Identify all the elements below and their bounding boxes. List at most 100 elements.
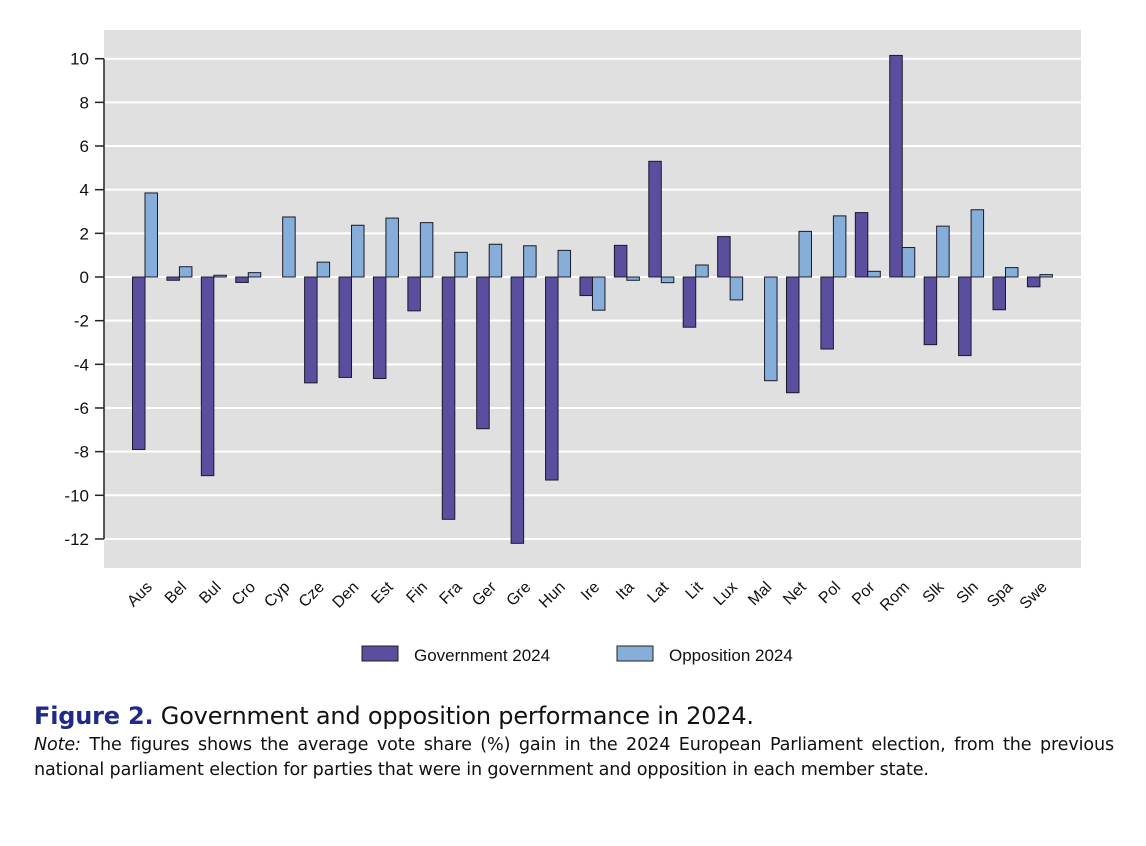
y-tick-label: -8 bbox=[74, 443, 89, 462]
y-tick-label: 0 bbox=[80, 268, 89, 287]
y-tick-label: -6 bbox=[74, 399, 89, 418]
bar-opposition-cyp bbox=[282, 216, 296, 278]
x-tick-label-bel: Bel bbox=[162, 579, 190, 607]
bar-opposition-cze bbox=[316, 261, 331, 278]
x-tick-label-cyp: Cyp bbox=[261, 579, 293, 611]
y-tick-label: 4 bbox=[80, 181, 89, 200]
x-tick-label-pol: Pol bbox=[816, 579, 844, 607]
y-tick-label: -4 bbox=[74, 355, 89, 374]
x-tick-label-swe: Swe bbox=[1017, 579, 1051, 613]
bar-opposition-hun bbox=[557, 249, 572, 278]
bar-opposition-den bbox=[351, 224, 365, 278]
bar-opposition-est bbox=[385, 217, 399, 278]
figure-title: Government and opposition performance in… bbox=[153, 702, 754, 730]
bar-government-ita bbox=[613, 244, 628, 278]
x-tick-label-est: Est bbox=[368, 578, 397, 607]
y-tick-label: -10 bbox=[64, 486, 89, 505]
x-tick-label-hun: Hun bbox=[536, 579, 569, 612]
y-tick-label: -12 bbox=[64, 530, 89, 549]
bar-government-rom bbox=[889, 54, 903, 278]
figure-note: Note: The figures shows the average vote… bbox=[34, 733, 1114, 783]
x-tick-label-por: Por bbox=[849, 578, 879, 608]
bar-government-lat bbox=[648, 160, 662, 278]
x-tick-label-ire: Ire bbox=[578, 579, 603, 604]
bar-opposition-rom bbox=[901, 247, 916, 278]
bar-opposition-gre bbox=[523, 245, 537, 278]
y-tick-label: 10 bbox=[70, 50, 89, 69]
x-tick-label-bul: Bul bbox=[196, 579, 224, 607]
bar-government-por bbox=[854, 212, 869, 278]
bar-government-net bbox=[785, 276, 800, 394]
bar-opposition-spa bbox=[1005, 267, 1019, 278]
bar-opposition-cro bbox=[247, 272, 262, 278]
bars bbox=[132, 54, 1053, 544]
bar-opposition-lit bbox=[695, 264, 709, 278]
bar-opposition-lat bbox=[660, 276, 675, 284]
x-tick-label-ita: Ita bbox=[613, 579, 638, 604]
x-tick-label-lit: Lit bbox=[683, 578, 707, 602]
y-tick-label: 8 bbox=[80, 93, 89, 112]
bar-opposition-fin bbox=[419, 222, 434, 278]
bar-opposition-fra bbox=[454, 251, 468, 278]
legend-swatch-opposition bbox=[616, 645, 654, 662]
caption-title-line: Figure 2. Government and opposition perf… bbox=[34, 700, 1114, 732]
x-tick-label-fin: Fin bbox=[403, 579, 431, 607]
bar-opposition-ita bbox=[626, 276, 640, 281]
x-tick-label-rom: Rom bbox=[877, 579, 913, 615]
bar-opposition-ire bbox=[591, 276, 606, 311]
legend: Government 2024 Opposition 2024 bbox=[361, 645, 793, 665]
x-tick-label-gre: Gre bbox=[504, 579, 535, 610]
bar-government-pol bbox=[820, 276, 834, 350]
bar-government-slk bbox=[923, 276, 938, 346]
x-tick-label-cze: Cze bbox=[296, 579, 328, 611]
legend-label-government: Government 2024 bbox=[414, 646, 550, 665]
bar-opposition-bul bbox=[213, 274, 227, 278]
figure-label: Figure 2. bbox=[34, 702, 154, 730]
gridlines bbox=[104, 57, 1081, 540]
bar-government-hun bbox=[545, 276, 559, 481]
bar-opposition-lux bbox=[729, 276, 744, 301]
y-axis-ticks: 10 8 6 4 2 0 -2 -4 -6 -8 -10 -12 bbox=[64, 50, 104, 549]
bar-opposition-ger bbox=[488, 243, 503, 278]
x-tick-label-lat: Lat bbox=[644, 578, 672, 606]
bar-government-fin bbox=[407, 276, 421, 312]
bar-opposition-mal bbox=[764, 276, 778, 382]
bar-opposition-sln bbox=[970, 209, 985, 278]
note-text: The figures shows the average vote share… bbox=[34, 735, 1114, 780]
bar-government-cro bbox=[235, 276, 249, 283]
bar-government-ger bbox=[476, 276, 490, 430]
bar-government-gre bbox=[510, 276, 525, 544]
bar-chart: 10 8 6 4 2 0 -2 -4 -6 -8 -10 -12 Aus Bel Bul Cro Cyp Cze… bbox=[64, 30, 1081, 665]
legend-swatch-government bbox=[361, 645, 399, 662]
bar-opposition-bel bbox=[178, 266, 193, 278]
bar-government-ire bbox=[579, 276, 593, 297]
bar-government-den bbox=[338, 276, 353, 378]
y-tick-label: -2 bbox=[74, 312, 89, 331]
bar-government-spa bbox=[992, 276, 1006, 311]
y-tick-label: 2 bbox=[80, 224, 89, 243]
legend-label-opposition: Opposition 2024 bbox=[669, 646, 793, 665]
x-tick-label-mal: Mal bbox=[745, 579, 775, 609]
bar-government-bel bbox=[166, 276, 180, 281]
bar-government-bul bbox=[200, 276, 215, 477]
x-tick-label-lux: Lux bbox=[711, 579, 741, 609]
bar-opposition-pol bbox=[832, 215, 847, 278]
y-tick-label: 6 bbox=[80, 137, 89, 156]
bar-government-est bbox=[372, 276, 387, 380]
bar-opposition-swe bbox=[1039, 274, 1053, 278]
bar-government-aus bbox=[132, 276, 146, 450]
bar-government-swe bbox=[1026, 276, 1041, 288]
bar-government-lit bbox=[682, 276, 697, 328]
x-tick-label-aus: Aus bbox=[124, 579, 156, 611]
bar-government-fra bbox=[441, 276, 456, 520]
bar-government-sln bbox=[958, 276, 972, 357]
bar-opposition-slk bbox=[936, 225, 950, 278]
x-tick-label-fra: Fra bbox=[437, 579, 466, 608]
bar-government-lux bbox=[717, 236, 731, 278]
x-tick-label-den: Den bbox=[330, 579, 363, 612]
figure-caption: Figure 2. Government and opposition perf… bbox=[34, 700, 1114, 783]
x-tick-label-net: Net bbox=[780, 578, 810, 608]
x-tick-label-spa: Spa bbox=[984, 579, 1016, 611]
bar-opposition-aus bbox=[144, 192, 158, 278]
x-tick-label-slk: Slk bbox=[920, 578, 948, 606]
